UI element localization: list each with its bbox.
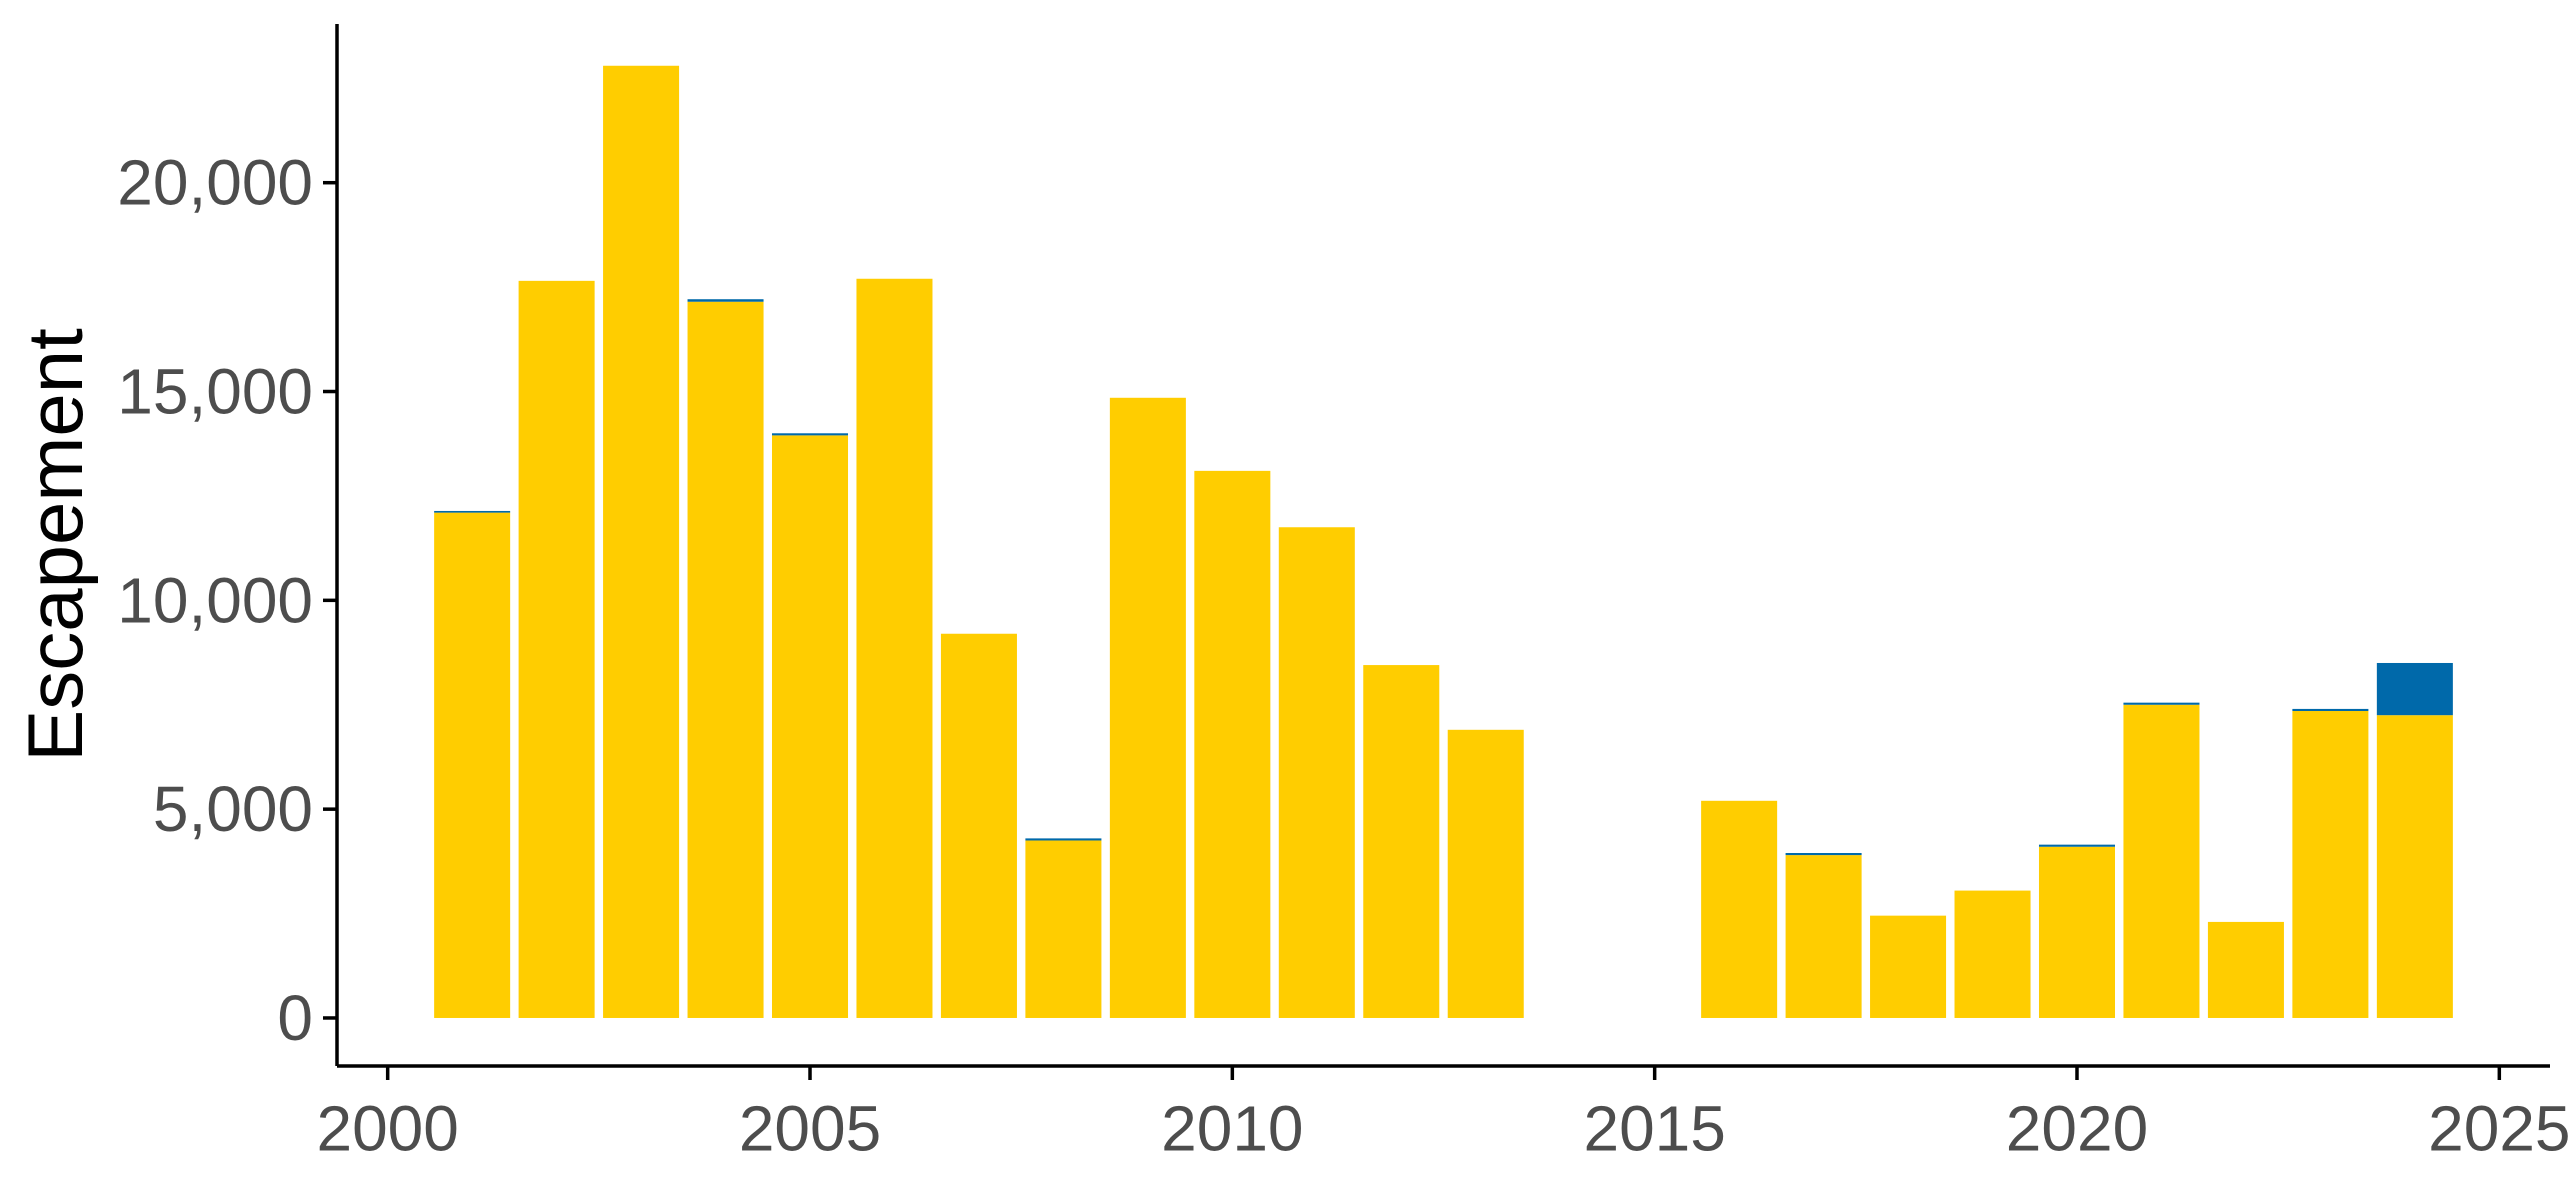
- bar-2012-segment-1: [1363, 665, 1440, 1018]
- bar-2020-segment-2: [2038, 844, 2116, 847]
- bar-2006-segment-1: [856, 278, 933, 1018]
- bar-2019-segment-1: [1954, 890, 2031, 1018]
- y-tick-label: 10,000: [117, 564, 313, 636]
- bar-2001-segment-1: [434, 512, 511, 1018]
- x-tick-label: 2015: [1583, 1092, 1725, 1164]
- bar-2004-segment-1: [687, 301, 764, 1018]
- bars-layer: [434, 65, 2453, 1018]
- bar-2022-segment-1: [2207, 921, 2284, 1018]
- bar-2002-segment-1: [518, 280, 595, 1018]
- x-tick-label: 2010: [1161, 1092, 1303, 1164]
- bar-2016-segment-1: [1701, 800, 1778, 1018]
- y-tick-label: 5,000: [153, 773, 313, 845]
- y-axis-ticks: 0 5,000 10,000 15,000 20,000: [117, 147, 337, 1054]
- x-tick-label: 2025: [2428, 1092, 2570, 1164]
- x-axis-ticks: 2000 2005 2010 2015 2020 2025: [316, 1066, 2571, 1164]
- bar-2005-segment-2: [771, 433, 849, 436]
- bar-2017-segment-1: [1785, 855, 1862, 1018]
- bar-2021-segment-1: [2123, 704, 2200, 1018]
- y-tick-label: 15,000: [117, 356, 313, 428]
- y-tick-label: 20,000: [117, 147, 313, 219]
- bar-2008-segment-1: [1025, 840, 1102, 1018]
- y-tick-label: 0: [277, 982, 313, 1054]
- bar-2020-segment-1: [2038, 846, 2116, 1018]
- bar-2024-segment-2: [2376, 662, 2453, 716]
- bar-2009-segment-1: [1109, 397, 1186, 1018]
- bar-2024-segment-1: [2376, 715, 2453, 1018]
- x-tick-label: 2005: [739, 1092, 881, 1164]
- bar-2010-segment-1: [1194, 470, 1271, 1018]
- x-tick-label: 2020: [2006, 1092, 2148, 1164]
- bar-2011-segment-1: [1278, 527, 1355, 1018]
- x-tick-label: 2000: [316, 1092, 458, 1164]
- bar-2021-segment-2: [2123, 702, 2200, 705]
- bar-2004-segment-2: [687, 299, 764, 302]
- bar-2023-segment-1: [2292, 711, 2369, 1018]
- bar-2008-segment-2: [1025, 838, 1102, 841]
- bar-2007-segment-1: [940, 633, 1017, 1018]
- bar-2001-segment-2: [434, 510, 511, 513]
- bar-2013-segment-1: [1447, 729, 1524, 1018]
- bar-2023-segment-2: [2292, 708, 2369, 712]
- y-axis-title: Escapement: [11, 328, 99, 762]
- bar-2018-segment-1: [1870, 915, 1947, 1018]
- bar-2003-segment-1: [603, 65, 680, 1018]
- bar-2017-segment-2: [1785, 853, 1862, 856]
- bar-2005-segment-1: [771, 435, 849, 1018]
